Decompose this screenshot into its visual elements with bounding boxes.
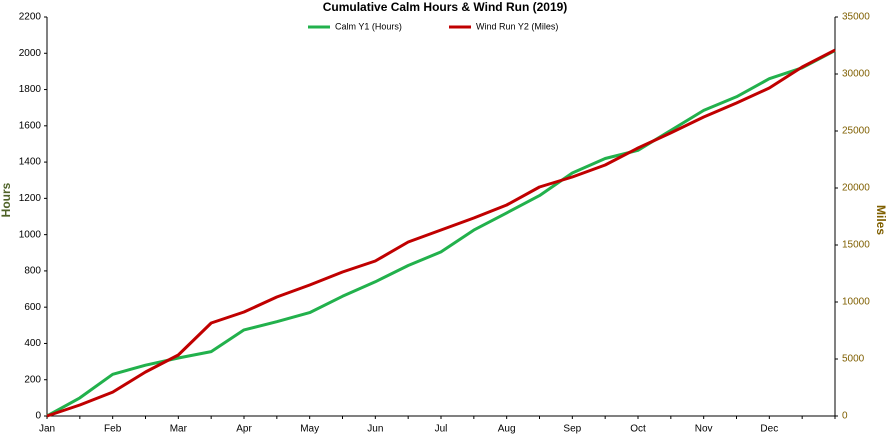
y-tick-label: 2000 (19, 48, 42, 59)
y2-tick-label: 10000 (842, 297, 870, 308)
x-tick-label: May (300, 424, 319, 434)
y2-axis-label: Miles (874, 205, 888, 235)
y-tick-label: 1000 (19, 229, 42, 240)
legend-label: Calm Y1 (Hours) (335, 21, 402, 31)
chart-title: Cumulative Calm Hours & Wind Run (2019) (323, 0, 568, 14)
y-tick-label: 2200 (19, 12, 42, 23)
y2-tick-label: 20000 (842, 183, 870, 194)
y-tick-label: 1800 (19, 84, 42, 95)
series-line (46, 49, 836, 418)
y2-tick-label: 15000 (842, 240, 870, 251)
x-tick-label: Apr (236, 424, 252, 434)
y2-tick-label: 25000 (842, 126, 870, 137)
x-tick-label: Sep (563, 424, 581, 434)
series-line (46, 48, 836, 418)
y2-tick-label: 0 (842, 411, 848, 422)
y2-tick-label: 35000 (842, 12, 870, 23)
y-tick-label: 800 (24, 266, 41, 277)
x-tick-label: Jun (367, 424, 383, 434)
x-tick-label: Mar (170, 424, 188, 434)
y-tick-label: 1200 (19, 193, 42, 204)
y-axis-label: Hours (0, 182, 13, 217)
y2-tick-label: 5000 (842, 354, 865, 365)
y-tick-label: 200 (24, 374, 41, 385)
x-tick-label: Feb (104, 424, 122, 434)
x-tick-label: Jan (39, 424, 55, 434)
y-tick-label: 1600 (19, 120, 42, 131)
y2-tick-label: 30000 (842, 69, 870, 80)
y-tick-label: 600 (24, 302, 41, 313)
y-tick-label: 400 (24, 338, 41, 349)
x-tick-label: Oct (630, 424, 646, 434)
y-tick-label: 0 (35, 411, 41, 422)
legend-label: Wind Run Y2 (Miles) (476, 21, 558, 31)
x-tick-label: Dec (760, 424, 778, 434)
x-tick-label: Aug (498, 424, 516, 434)
x-tick-label: Jul (435, 424, 448, 434)
y-tick-label: 1400 (19, 157, 42, 168)
x-tick-label: Nov (695, 424, 713, 434)
